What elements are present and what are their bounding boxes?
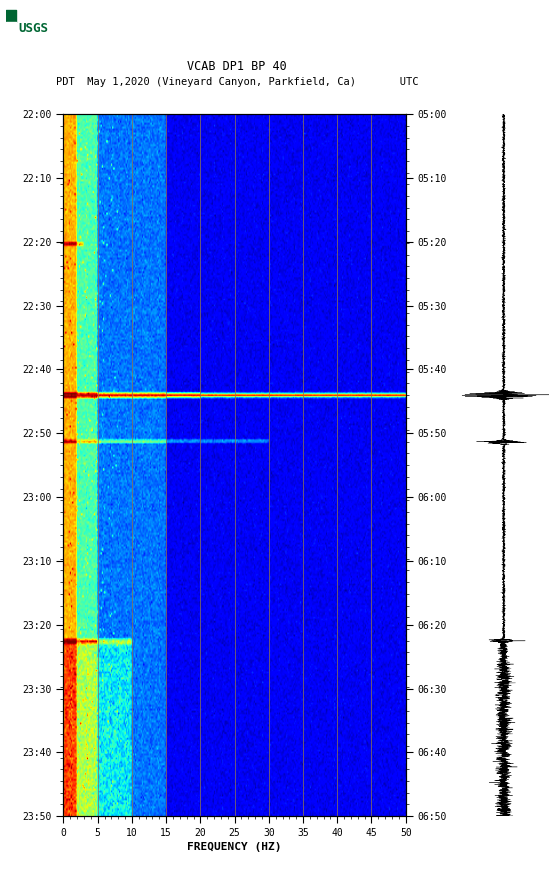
Text: USGS: USGS xyxy=(18,21,49,35)
X-axis label: FREQUENCY (HZ): FREQUENCY (HZ) xyxy=(187,842,282,852)
Text: VCAB DP1 BP 40: VCAB DP1 BP 40 xyxy=(188,60,287,72)
Text: PDT  May 1,2020 (Vineyard Canyon, Parkfield, Ca)       UTC: PDT May 1,2020 (Vineyard Canyon, Parkfie… xyxy=(56,77,418,87)
